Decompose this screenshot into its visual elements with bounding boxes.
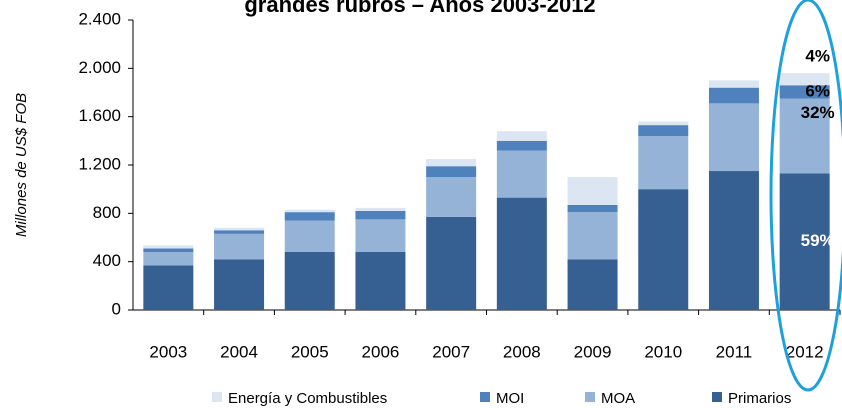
highlight-ellipse xyxy=(769,0,842,392)
data-label: 59% xyxy=(801,231,835,250)
bar-segment xyxy=(567,204,618,213)
legend-label: MOA xyxy=(601,390,635,407)
x-tick-label: 2012 xyxy=(786,342,824,361)
x-tick-label: 2009 xyxy=(574,342,612,361)
bar-segment xyxy=(496,150,547,198)
bar-segment xyxy=(214,259,265,310)
x-tick-label: 2006 xyxy=(362,342,400,361)
y-tick-label: 2.400 xyxy=(78,9,121,28)
bar-segment xyxy=(708,171,759,310)
data-label: 6% xyxy=(805,81,830,100)
bar-segment xyxy=(638,136,689,190)
bar-segment xyxy=(284,212,335,221)
bar-segment xyxy=(355,252,406,310)
legend-label: Energía y Combustibles xyxy=(228,390,387,407)
bar-segment xyxy=(779,98,830,174)
bar-segment xyxy=(567,177,618,205)
bar-segment xyxy=(708,87,759,104)
bar-segment xyxy=(214,227,265,231)
y-tick-label: 800 xyxy=(93,203,121,222)
x-tick-label: 2011 xyxy=(716,342,753,361)
data-label: 32% xyxy=(801,103,835,122)
y-tick-label: 400 xyxy=(93,251,121,270)
bar-segment xyxy=(143,245,194,249)
bar-segment xyxy=(355,219,406,252)
x-tick-label: 2003 xyxy=(149,342,187,361)
bar-segment xyxy=(284,252,335,310)
bar-segment xyxy=(214,233,265,260)
bar-segment xyxy=(143,265,194,310)
chart-title: grandes rubros – Años 2003-2012 xyxy=(244,0,595,17)
bar-segment xyxy=(426,177,477,217)
y-tick-label: 1.200 xyxy=(78,154,121,173)
bar-segment xyxy=(426,158,477,167)
bar-segment xyxy=(426,216,477,310)
x-tick-label: 2004 xyxy=(220,342,258,361)
bar-segment xyxy=(496,197,547,310)
data-label: 4% xyxy=(805,47,830,66)
y-axis-label: Millones de US$ FOB xyxy=(13,93,30,237)
legend-swatch xyxy=(480,392,490,402)
legend-label: Primarios xyxy=(728,390,791,407)
bar-segment xyxy=(426,166,477,178)
bar-segment xyxy=(779,73,830,86)
legend-swatch xyxy=(585,392,595,402)
bar-segment xyxy=(284,220,335,252)
bar-segment xyxy=(567,212,618,260)
bar-segment xyxy=(638,189,689,310)
bar-segment xyxy=(143,252,194,266)
x-tick-label: 2010 xyxy=(644,342,682,361)
x-tick-label: 2005 xyxy=(291,342,329,361)
y-tick-label: 2.000 xyxy=(78,58,121,77)
bar-segment xyxy=(143,248,194,252)
bar-segment xyxy=(284,209,335,213)
bar-segment xyxy=(638,125,689,136)
x-tick-label: 2007 xyxy=(432,342,470,361)
legend-swatch xyxy=(712,392,722,402)
bar-segment xyxy=(779,85,830,99)
legend-swatch xyxy=(212,392,222,402)
bar-segment xyxy=(779,173,830,310)
legend-label: MOI xyxy=(496,390,524,407)
bar-segment xyxy=(496,140,547,151)
bar-segment xyxy=(355,207,406,211)
bar-segment xyxy=(708,103,759,172)
bar-segment xyxy=(214,230,265,234)
bar-segment xyxy=(355,210,406,220)
bar-segment xyxy=(496,131,547,141)
y-tick-label: 0 xyxy=(112,299,121,318)
x-tick-label: 2008 xyxy=(503,342,541,361)
bar-segment xyxy=(567,259,618,310)
bar-segment xyxy=(638,121,689,126)
bar-segment xyxy=(708,80,759,88)
y-tick-label: 1.600 xyxy=(78,106,121,125)
